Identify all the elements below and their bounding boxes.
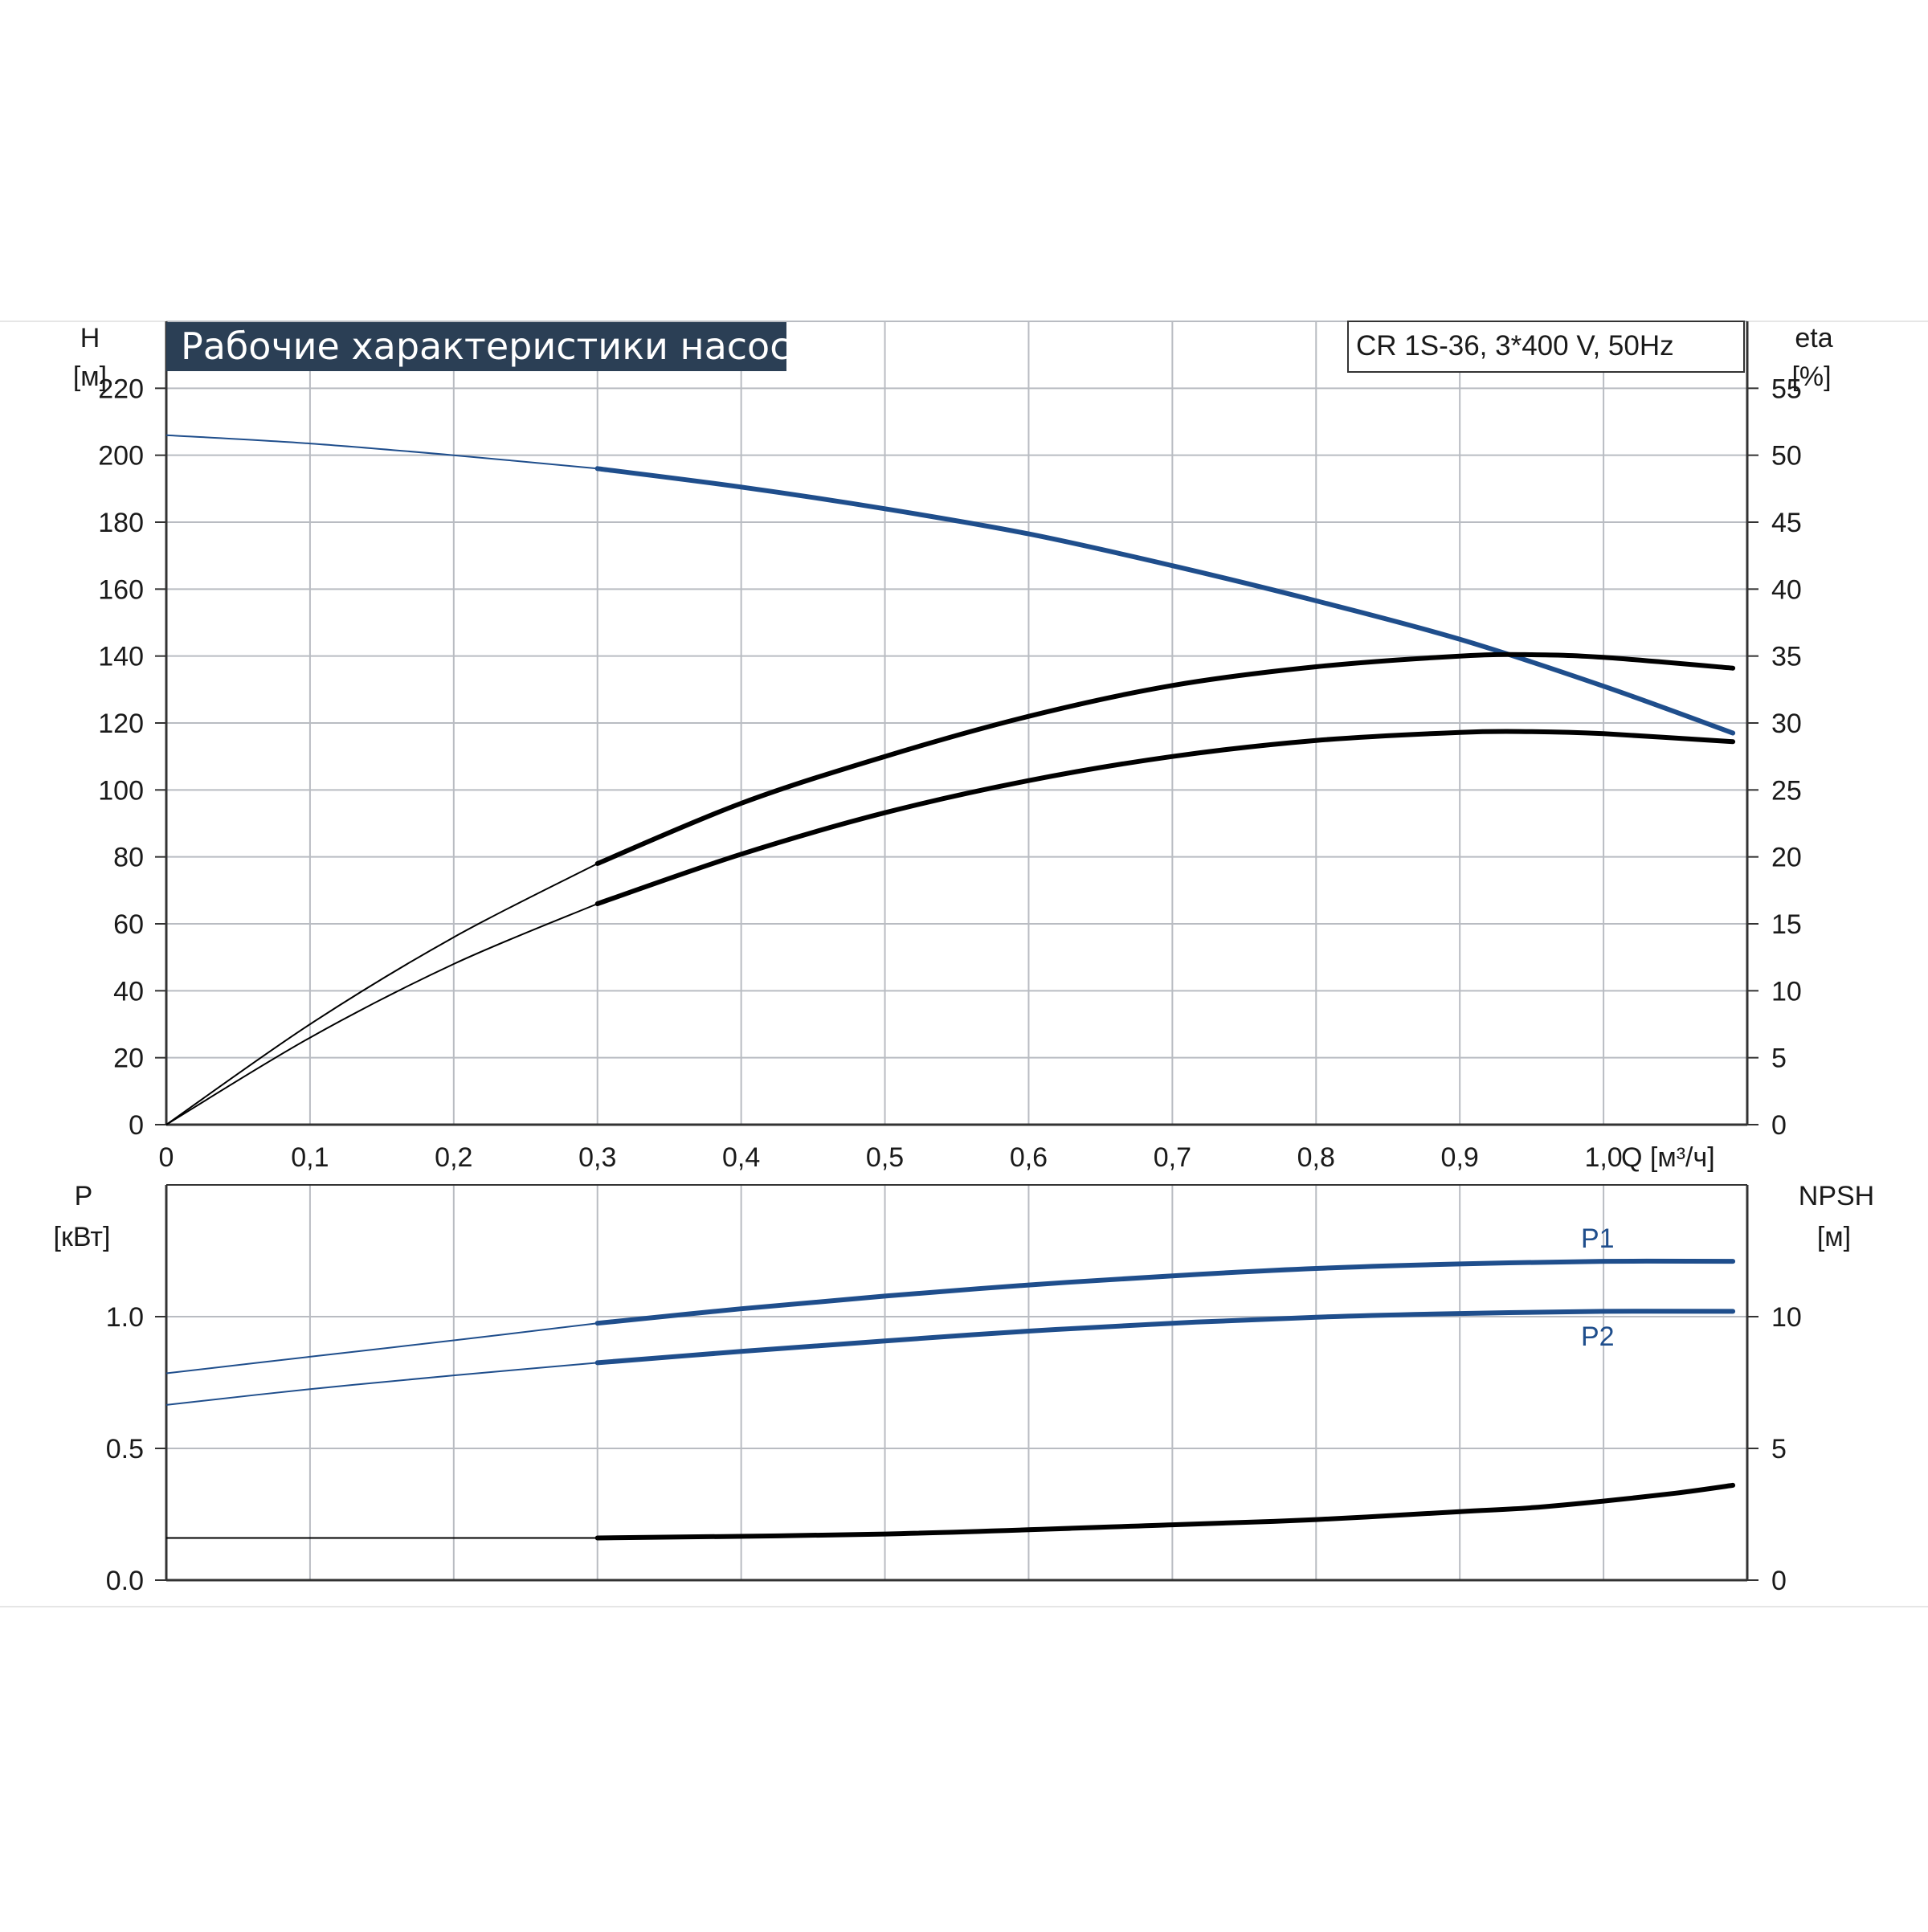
x-tick-label: 1,0 (1584, 1142, 1622, 1173)
top-left-tick-label: 140 (98, 642, 144, 672)
bottom-right-tick-label: 10 (1771, 1302, 1802, 1333)
top-right-tick-label: 25 (1771, 775, 1802, 806)
top-curve-H (594, 466, 1736, 736)
bottom-curve-P1 (594, 1258, 1736, 1326)
model-label: CR 1S-36, 3*400 V, 50Hz (1356, 330, 1674, 361)
series-label-p2: P2 (1581, 1321, 1615, 1352)
bottom-curve-P2-extrapolated (165, 1362, 598, 1406)
top-left-tick-label: 220 (98, 374, 144, 404)
top-right-tick-label: 15 (1771, 909, 1802, 940)
bottom-right-tick-label: 5 (1771, 1434, 1787, 1464)
y-left-unit-top: [м] (73, 361, 107, 392)
top-curve-eta (594, 651, 1736, 866)
curves-layer (165, 434, 1736, 1541)
series-label-p1: P1 (1581, 1223, 1615, 1254)
chart-title: Рабочие характеристики насоса (181, 325, 813, 368)
top-right-tick-label: 40 (1771, 574, 1802, 605)
top-curve-eta_total-extrapolated (165, 903, 598, 1125)
bottom-curve-NPSH (594, 1482, 1736, 1541)
bottom-right-tick-label: 0 (1771, 1566, 1787, 1596)
top-left-tick-label: 80 (113, 843, 144, 873)
x-tick-label: 0,2 (435, 1142, 472, 1173)
top-right-tick-label: 35 (1771, 642, 1802, 672)
top-right-tick-label: 0 (1771, 1110, 1787, 1141)
x-tick-label: 0,5 (866, 1142, 904, 1173)
top-right-tick-label: 5 (1771, 1044, 1787, 1074)
bottom-left-tick-label: 0.5 (106, 1434, 144, 1464)
axes-layer (155, 321, 1758, 1582)
top-left-tick-label: 180 (98, 508, 144, 538)
labels-layer: 0204060801001201401601802002200510152025… (98, 374, 1802, 1596)
top-left-tick-label: 20 (113, 1044, 144, 1074)
bottom-curve-P2 (594, 1309, 1736, 1366)
top-right-tick-label: 30 (1771, 709, 1802, 739)
y-right-unit-bottom: [м] (1817, 1222, 1851, 1252)
top-right-tick-label: 10 (1771, 976, 1802, 1007)
y-right-label-bottom: NPSH (1799, 1181, 1874, 1211)
top-right-tick-label: 55 (1771, 374, 1802, 404)
bottom-left-tick-label: 0.0 (106, 1566, 144, 1596)
x-tick-label: 0 (159, 1142, 174, 1173)
top-left-tick-label: 120 (98, 709, 144, 739)
title-box (166, 322, 786, 371)
top-curve-H-extrapolated (165, 434, 598, 470)
top-right-tick-label: 50 (1771, 441, 1802, 472)
model-label-box (1347, 321, 1745, 373)
x-tick-label: 0,4 (722, 1142, 760, 1173)
x-tick-label: 0,9 (1441, 1142, 1479, 1173)
top-left-tick-label: 160 (98, 574, 144, 605)
x-tick-label: 0,3 (578, 1142, 616, 1173)
grid-layer (165, 321, 1748, 1581)
top-curve-eta-extrapolated (165, 863, 598, 1125)
top-left-tick-label: 0 (129, 1110, 144, 1141)
top-right-tick-label: 45 (1771, 508, 1802, 538)
x-tick-label: 0,6 (1010, 1142, 1048, 1173)
top-left-tick-label: 100 (98, 775, 144, 806)
x-axis-label: Q [м³/ч] (1621, 1142, 1715, 1173)
y-left-label-top: H (80, 323, 100, 353)
y-left-unit-bottom: [кВт] (54, 1222, 111, 1252)
top-left-tick-label: 200 (98, 441, 144, 472)
top-curve-eta_total (594, 729, 1736, 906)
bottom-left-tick-label: 1.0 (106, 1302, 144, 1333)
x-tick-label: 0,1 (291, 1142, 329, 1173)
top-left-tick-label: 60 (113, 909, 144, 940)
top-left-tick-label: 40 (113, 976, 144, 1007)
y-right-label-top: eta (1795, 323, 1832, 353)
top-right-tick-label: 20 (1771, 843, 1802, 873)
y-left-label-bottom: P (75, 1181, 93, 1211)
bottom-curve-P1-extrapolated (165, 1322, 598, 1374)
y-right-unit-top: [%] (1791, 361, 1831, 392)
x-tick-label: 0,8 (1297, 1142, 1335, 1173)
x-tick-label: 0,7 (1154, 1142, 1191, 1173)
